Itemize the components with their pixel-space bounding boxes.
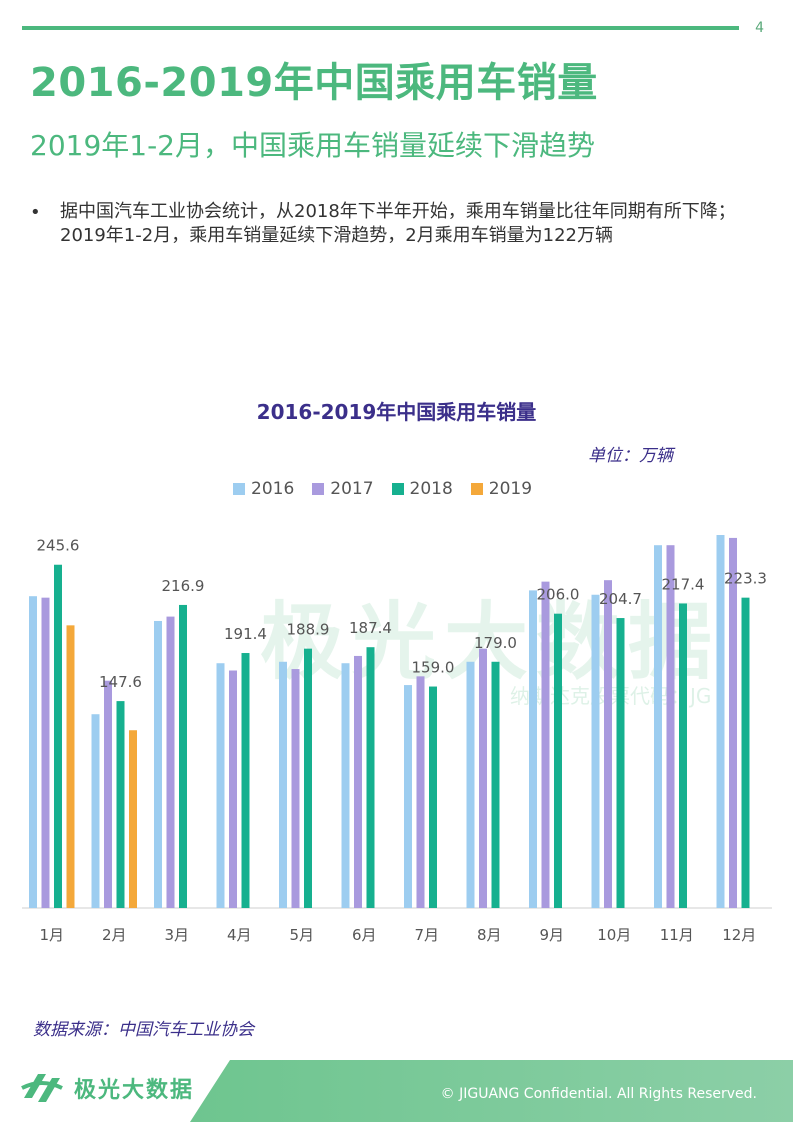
data-label: 245.6: [37, 537, 80, 555]
legend-swatch-2017: [312, 483, 325, 495]
footer-logo: 极光大数据: [20, 1068, 194, 1108]
bar-2017-7: [416, 676, 425, 908]
data-label: 147.6: [99, 673, 142, 691]
footer-brand: 极光大数据: [74, 1078, 195, 1103]
bar-2016-8: [466, 661, 475, 908]
bar-2017-4: [229, 670, 237, 908]
legend-swatch-2018: [391, 483, 404, 495]
x-tick-label: 10月: [597, 926, 631, 944]
data-label: 216.9: [162, 577, 205, 595]
page-number: 4: [755, 20, 764, 36]
bar-2018-2: [116, 701, 125, 908]
bar-2018-12: [741, 597, 750, 908]
bar-2016-2: [91, 714, 100, 908]
bar-2016-7: [404, 685, 412, 908]
copyright: © JIGUANG Confidential. All Rights Reser…: [440, 1086, 757, 1102]
data-label: 204.7: [599, 590, 642, 608]
bar-2017-9: [541, 581, 550, 908]
data-source: 数据来源：中国汽车工业协会: [33, 1020, 254, 1040]
legend-item-2019: 2019: [470, 479, 533, 499]
bar-2016-11: [654, 545, 662, 908]
bar-2016-12: [716, 535, 725, 908]
legend-label-2019: 2019: [488, 479, 533, 499]
x-tick-label: 8月: [477, 926, 502, 944]
bar-2017-10: [604, 580, 612, 908]
data-label: 159.0: [412, 659, 455, 677]
data-label: 206.0: [537, 586, 580, 604]
legend-item-2018: 2018: [391, 479, 453, 499]
data-label: 179.0: [474, 634, 517, 652]
legend-swatch-2016: [233, 483, 245, 495]
chart-legend: 2016 2017 2018 2019: [233, 479, 532, 499]
bar-2017-1: [41, 597, 50, 908]
x-tick-label: 7月: [414, 926, 439, 944]
x-tick-label: 9月: [539, 926, 564, 944]
bullet-item: • 据中国汽车工业协会统计，从2018年下半年开始，乘用车销量比往年同期有所下降…: [30, 200, 760, 248]
bar-2017-11: [666, 545, 675, 908]
x-tick-label: 5月: [289, 926, 314, 944]
data-label: 188.9: [287, 621, 330, 639]
legend-item-2016: 2016: [233, 479, 294, 499]
x-tick-label: 12月: [722, 926, 756, 944]
data-label: 191.4: [224, 625, 267, 643]
data-label: 187.4: [349, 619, 392, 637]
data-label: 217.4: [662, 575, 705, 593]
bar-2019-2: [129, 730, 137, 908]
chart-unit: 单位：万辆: [588, 446, 673, 466]
bar-2017-6: [354, 655, 362, 908]
bar-2017-12: [729, 537, 737, 908]
x-tick-label: 11月: [660, 926, 694, 944]
legend-item-2017: 2017: [312, 479, 374, 499]
bar-2018-9: [554, 613, 562, 908]
bar-2016-1: [29, 596, 37, 908]
x-tick-label: 6月: [352, 926, 377, 944]
bar-2018-3: [179, 604, 187, 908]
top-rule: [22, 26, 739, 30]
bar-2018-5: [304, 648, 312, 908]
bar-2016-5: [279, 661, 287, 908]
chart-title: 2016-2019年中国乘用车销量: [256, 400, 537, 424]
bar-2018-1: [54, 564, 62, 908]
legend-label-2016: 2016: [251, 479, 295, 499]
x-tick-label: 2月: [102, 926, 127, 944]
data-label: 223.3: [724, 570, 767, 588]
page-title: 2016-2019年中国乘用车销量: [30, 60, 598, 106]
bar-2018-4: [241, 653, 250, 908]
bar-2018-8: [491, 661, 500, 908]
legend-label-2018: 2018: [409, 479, 453, 499]
x-tick-label: 4月: [227, 926, 252, 944]
bar-2017-8: [479, 648, 487, 908]
bar-2018-6: [366, 647, 375, 908]
bar-2017-2: [104, 680, 112, 908]
bar-2016-4: [216, 663, 225, 908]
brand-logo-icon: [21, 1074, 63, 1102]
footer-banner: [190, 1060, 793, 1122]
bar-2016-9: [529, 590, 537, 908]
x-tick-label: 1月: [39, 926, 64, 944]
bar-2017-3: [166, 616, 175, 908]
bullet-text: 据中国汽车工业协会统计，从2018年下半年开始，乘用车销量比往年同期有所下降；2…: [60, 201, 736, 246]
footer: 极光大数据 © JIGUANG Confidential. All Rights…: [0, 1060, 793, 1122]
bar-2016-6: [341, 663, 350, 908]
bar-2018-10: [616, 618, 625, 908]
legend-label-2017: 2017: [330, 479, 374, 499]
page-subtitle: 2019年1-2月，中国乘用车销量延续下滑趋势: [30, 129, 595, 162]
x-tick-label: 3月: [164, 926, 189, 944]
bullet-icon: •: [30, 202, 41, 223]
bar-2017-5: [291, 669, 300, 908]
bar-2018-11: [679, 603, 687, 908]
legend-swatch-2019: [470, 483, 483, 495]
bar-2016-3: [154, 620, 162, 908]
bar-2019-1: [66, 625, 75, 908]
bar-2018-7: [429, 686, 437, 908]
bar-2016-10: [591, 594, 600, 908]
